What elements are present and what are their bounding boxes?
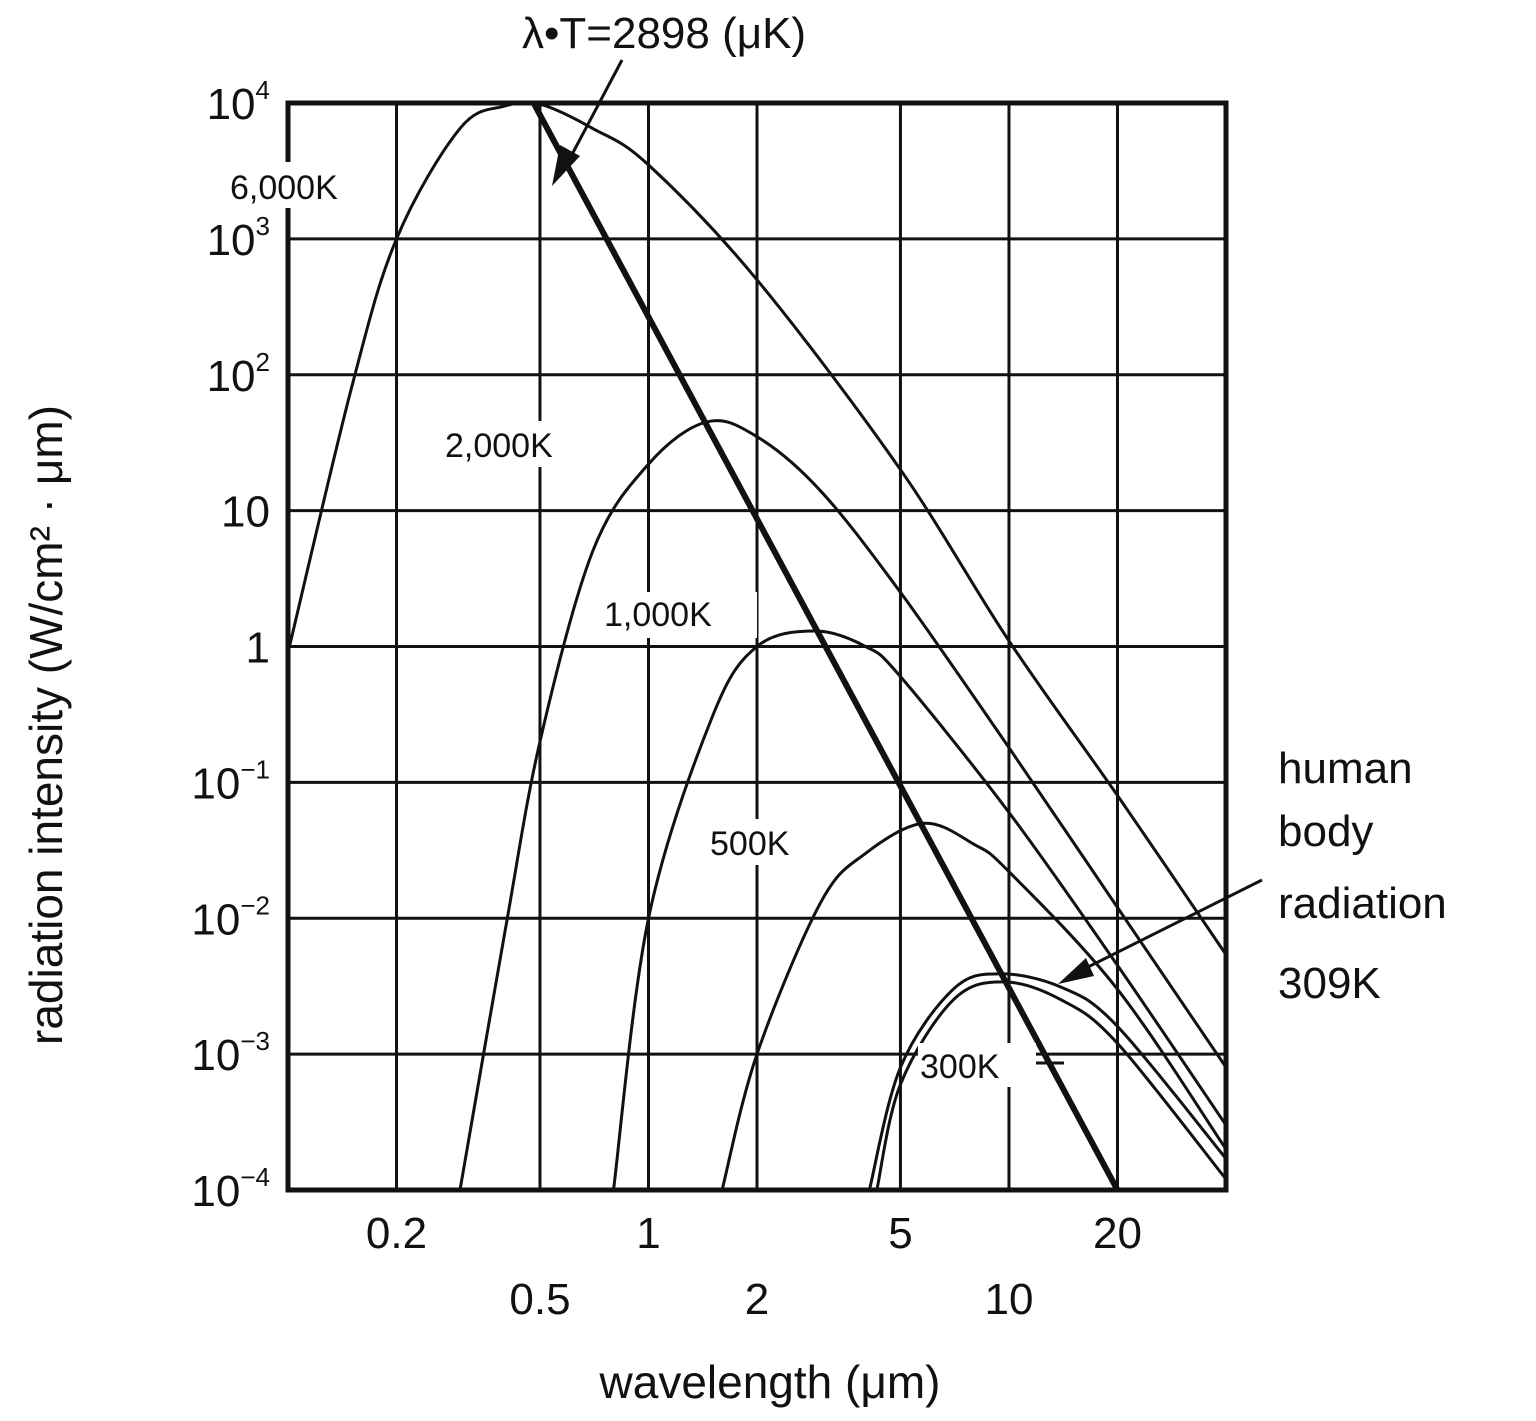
x-axis-ticks: 0.2 0.5 1 2 5 10 20: [366, 1209, 1142, 1324]
y-tick-label-5: 10−1: [191, 754, 270, 808]
plot-frame: [285, 100, 1229, 1193]
y-tick-label-7: 10−3: [191, 1026, 270, 1080]
wien-displacement-line: [530, 103, 1121, 1190]
wien-arrow-head: [552, 145, 580, 186]
human-body-annotation: human body radiation 309K: [1278, 744, 1447, 1008]
y-tick-label-3: 10: [221, 488, 270, 537]
body-arrow-shaft: [1077, 878, 1263, 974]
curve-2000k: [458, 419, 1226, 1190]
curve-1000k: [612, 629, 1226, 1190]
body-label-line-2: body: [1278, 807, 1373, 856]
body-label-line-4: 309K: [1278, 959, 1381, 1008]
curve-6000k: [288, 103, 1226, 956]
series-labels: 6,000K 2,000K 1,000K 500K 300K: [228, 162, 1064, 1087]
y-tick-label-2: 102: [207, 347, 270, 401]
y-tick-label-0: 104: [207, 75, 270, 129]
label-1000k: 1,000K: [604, 596, 712, 634]
wien-line: [530, 103, 1121, 1190]
x-tick-label-3: 2: [745, 1275, 769, 1324]
x-axis-title: wavelength (μm): [599, 1356, 941, 1408]
x-tick-label-0: 0.2: [366, 1209, 427, 1258]
body-label-line-1: human: [1278, 744, 1413, 793]
gridlines: [288, 101, 1226, 1192]
x-tick-label-1: 0.5: [509, 1275, 570, 1324]
x-tick-label-6: 20: [1093, 1209, 1142, 1258]
wien-annotation: λ•T=2898 (μK): [522, 9, 806, 58]
label-2000k: 2,000K: [445, 427, 553, 465]
label-6000k: 6,000K: [230, 169, 338, 207]
wien-arrow-shaft: [566, 59, 624, 163]
x-tick-label-4: 5: [888, 1209, 912, 1258]
y-axis-title: radiation intensity (W/cm² · μm): [20, 405, 72, 1045]
y-tick-label-4: 1: [246, 624, 270, 673]
label-300k: 300K: [920, 1048, 1000, 1086]
x-tick-label-5: 10: [984, 1275, 1033, 1324]
body-label-line-3: radiation: [1278, 879, 1447, 928]
y-tick-label-1: 103: [207, 211, 270, 265]
body-arrow-head: [1058, 958, 1094, 984]
x-tick-label-2: 1: [636, 1209, 660, 1258]
y-tick-label-6: 10−2: [191, 890, 270, 944]
y-tick-label-8: 10−4: [191, 1162, 270, 1216]
label-500k: 500K: [710, 825, 790, 863]
curve-500k: [720, 821, 1226, 1190]
